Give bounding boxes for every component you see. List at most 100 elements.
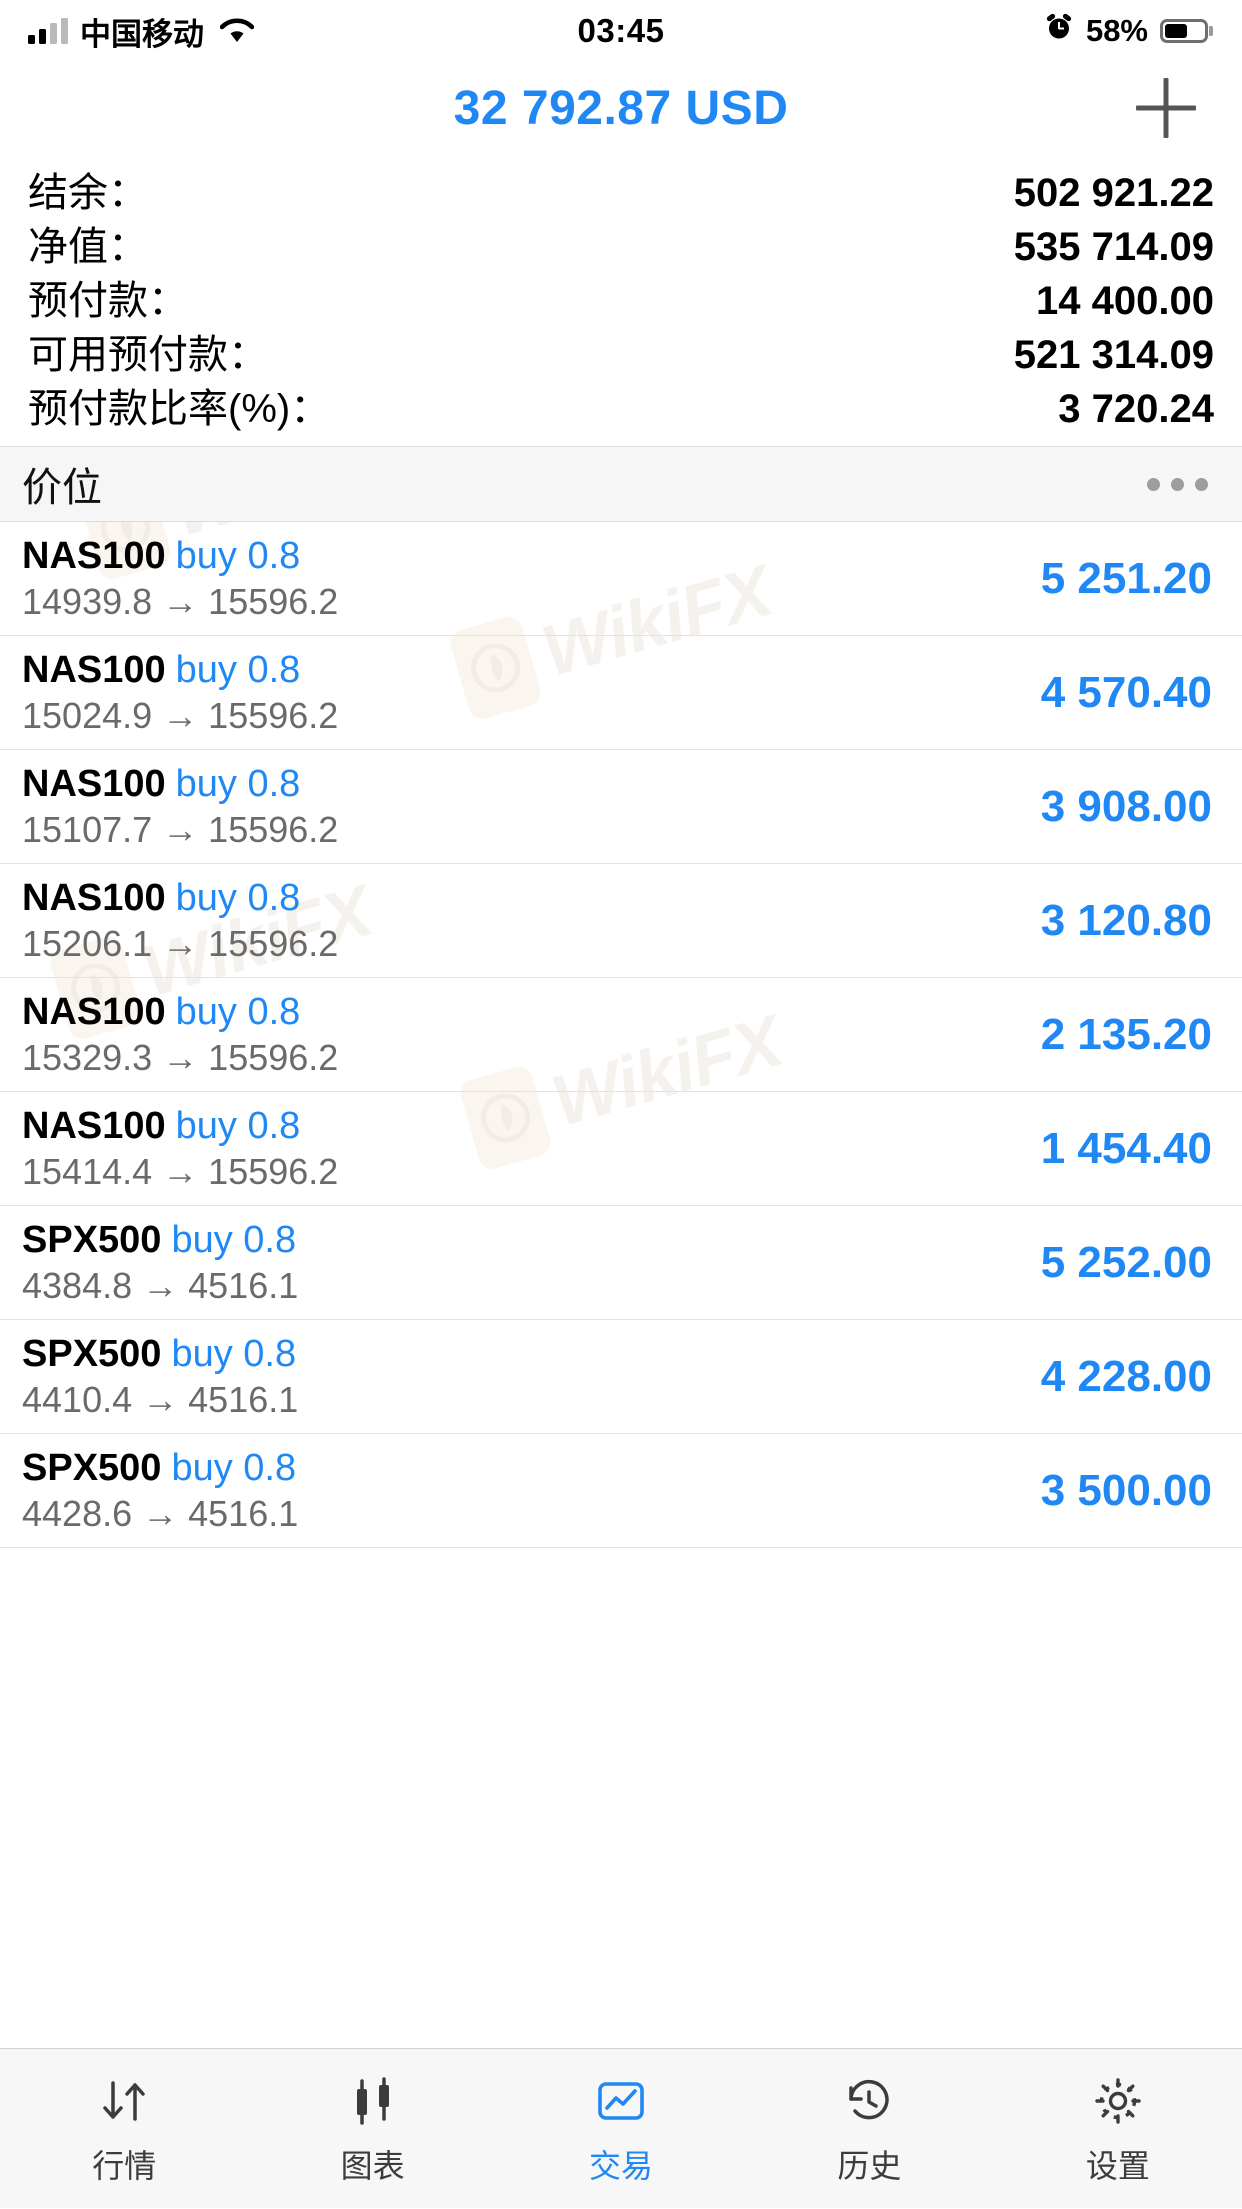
battery-percent-label: 58%: [1085, 13, 1148, 48]
position-profit: 4 570.40: [1040, 667, 1212, 717]
status-bar-right: 58%: [1044, 12, 1208, 50]
battery-icon: [1160, 19, 1208, 43]
arrow-right-icon: →: [162, 922, 199, 964]
account-balance: 32 792.87 USD: [453, 81, 789, 135]
arrow-right-icon: →: [162, 808, 199, 850]
position-prices: 15329.3 → 15596.2: [22, 1036, 339, 1078]
status-bar-left: 中国移动: [28, 9, 254, 54]
arrow-right-icon: →: [162, 694, 199, 736]
tab-charts[interactable]: 图表: [248, 2049, 496, 2209]
wifi-icon: [220, 18, 254, 44]
tab-history[interactable]: 历史: [745, 2049, 993, 2209]
arrow-right-icon: →: [162, 1036, 199, 1078]
position-info: SPX500 buy 0.8 4410.4 → 4516.1: [22, 1332, 299, 1420]
position-symbol-line: NAS100 buy 0.8: [22, 762, 338, 805]
position-current-price: 15596.2: [208, 922, 339, 964]
position-side: buy 0.8: [175, 534, 301, 577]
position-open-price: 4428.6: [22, 1492, 133, 1534]
position-open-price: 15329.3: [22, 1036, 153, 1078]
position-side: buy 0.8: [175, 990, 301, 1033]
position-open-price: 15414.4: [22, 1150, 153, 1192]
summary-value: 535 714.09: [1013, 225, 1214, 269]
position-row[interactable]: NAS100 buy 0.8 15206.1 → 15596.2 3 120.80: [0, 864, 1242, 978]
position-prices: 4384.8 → 4516.1: [22, 1264, 298, 1306]
position-info: NAS100 buy 0.8 15024.9 → 15596.2: [22, 648, 339, 736]
tab-trade[interactable]: 交易: [497, 2049, 745, 2209]
carrier-label: 中国移动: [80, 16, 204, 52]
status-bar-clock: 03:45: [577, 12, 665, 49]
gear-icon: [1090, 2071, 1146, 2131]
position-side: buy 0.8: [175, 1104, 301, 1147]
position-profit: 3 500.00: [1040, 1465, 1212, 1515]
position-symbol: SPX500: [22, 1446, 162, 1489]
position-info: NAS100 buy 0.8 15414.4 → 15596.2: [22, 1104, 339, 1192]
position-row[interactable]: NAS100 buy 0.8 15107.7 → 15596.2 3 908.00: [0, 750, 1242, 864]
position-open-price: 15024.9: [22, 694, 153, 736]
position-symbol: SPX500: [22, 1218, 162, 1261]
tab-label: 设置: [1085, 2148, 1150, 2184]
position-info: NAS100 buy 0.8 15206.1 → 15596.2: [22, 876, 339, 964]
position-row[interactable]: SPX500 buy 0.8 4410.4 → 4516.1 4 228.00: [0, 1320, 1242, 1434]
position-row[interactable]: SPX500 buy 0.8 4384.8 → 4516.1 5 252.00: [0, 1206, 1242, 1320]
position-symbol: NAS100: [22, 1104, 166, 1147]
position-symbol-line: SPX500 buy 0.8: [22, 1332, 298, 1375]
position-side: buy 0.8: [171, 1446, 297, 1489]
position-prices: 4410.4 → 4516.1: [22, 1378, 299, 1420]
summary-row-margin-level: 预付款比率(%)： 3 720.24: [28, 376, 1214, 431]
arrow-right-icon: →: [162, 1150, 199, 1192]
position-current-price: 15596.2: [208, 808, 339, 850]
plus-icon[interactable]: [1136, 78, 1196, 138]
position-open-price: 14939.8: [22, 580, 153, 622]
summary-value: 14 400.00: [1036, 279, 1214, 323]
arrow-right-icon: →: [142, 1492, 179, 1534]
tab-quotes[interactable]: 行情: [0, 2049, 248, 2209]
section-title: 价位: [22, 466, 102, 510]
position-side: buy 0.8: [175, 876, 301, 919]
position-symbol: SPX500: [22, 1332, 162, 1375]
position-profit: 5 251.20: [1040, 553, 1212, 603]
position-profit: 4 228.00: [1040, 1351, 1212, 1401]
position-open-price: 4384.8: [22, 1264, 133, 1306]
tab-label: 历史: [837, 2148, 902, 2184]
position-symbol: NAS100: [22, 648, 166, 691]
position-row[interactable]: NAS100 buy 0.8 15024.9 → 15596.2 4 570.40: [0, 636, 1242, 750]
position-prices: 14939.8 → 15596.2: [22, 580, 338, 622]
summary-row-free-margin: 可用预付款： 521 314.09: [28, 322, 1214, 377]
position-side: buy 0.8: [171, 1332, 297, 1375]
signal-bars-icon: [28, 18, 68, 44]
position-prices: 4428.6 → 4516.1: [22, 1492, 298, 1534]
positions-section-header: 价位: [0, 446, 1242, 522]
position-row[interactable]: NAS100 buy 0.8 15414.4 → 15596.2 1 454.40: [0, 1092, 1242, 1206]
position-profit: 5 252.00: [1040, 1237, 1212, 1287]
summary-row-margin: 预付款： 14 400.00: [28, 268, 1214, 323]
position-current-price: 15596.2: [208, 694, 339, 736]
summary-label: 可用预付款：: [28, 333, 268, 377]
summary-row-balance: 结余： 502 921.22: [28, 160, 1214, 215]
position-symbol-line: SPX500 buy 0.8: [22, 1218, 298, 1261]
more-dots-icon[interactable]: [1147, 477, 1208, 491]
arrow-right-icon: →: [162, 580, 199, 622]
position-info: NAS100 buy 0.8 14939.8 → 15596.2: [22, 534, 338, 622]
position-side: buy 0.8: [175, 762, 301, 805]
position-info: SPX500 buy 0.8 4384.8 → 4516.1: [22, 1218, 298, 1306]
position-side: buy 0.8: [175, 648, 301, 691]
summary-label: 结余：: [28, 171, 148, 215]
position-symbol: NAS100: [22, 990, 166, 1033]
position-row[interactable]: SPX500 buy 0.8 4428.6 → 4516.1 3 500.00: [0, 1434, 1242, 1548]
arrow-right-icon: →: [142, 1264, 179, 1306]
tab-settings[interactable]: 设置: [994, 2049, 1242, 2209]
summary-value: 3 720.24: [1058, 387, 1214, 431]
position-row[interactable]: NAS100 buy 0.8 14939.8 → 15596.2 5 251.20: [0, 522, 1242, 636]
position-current-price: 4516.1: [188, 1378, 299, 1420]
summary-label: 预付款比率(%)：: [28, 387, 331, 431]
position-profit: 2 135.20: [1040, 1009, 1212, 1059]
tab-label: 图表: [340, 2148, 405, 2184]
position-row[interactable]: NAS100 buy 0.8 15329.3 → 15596.2 2 135.20: [0, 978, 1242, 1092]
position-profit: 3 908.00: [1040, 781, 1212, 831]
status-bar: 中国移动 03:45 58%: [0, 0, 1242, 62]
position-current-price: 15596.2: [208, 1036, 339, 1078]
position-open-price: 15206.1: [22, 922, 153, 964]
position-current-price: 15596.2: [208, 1150, 339, 1192]
position-open-price: 4410.4: [22, 1378, 133, 1420]
